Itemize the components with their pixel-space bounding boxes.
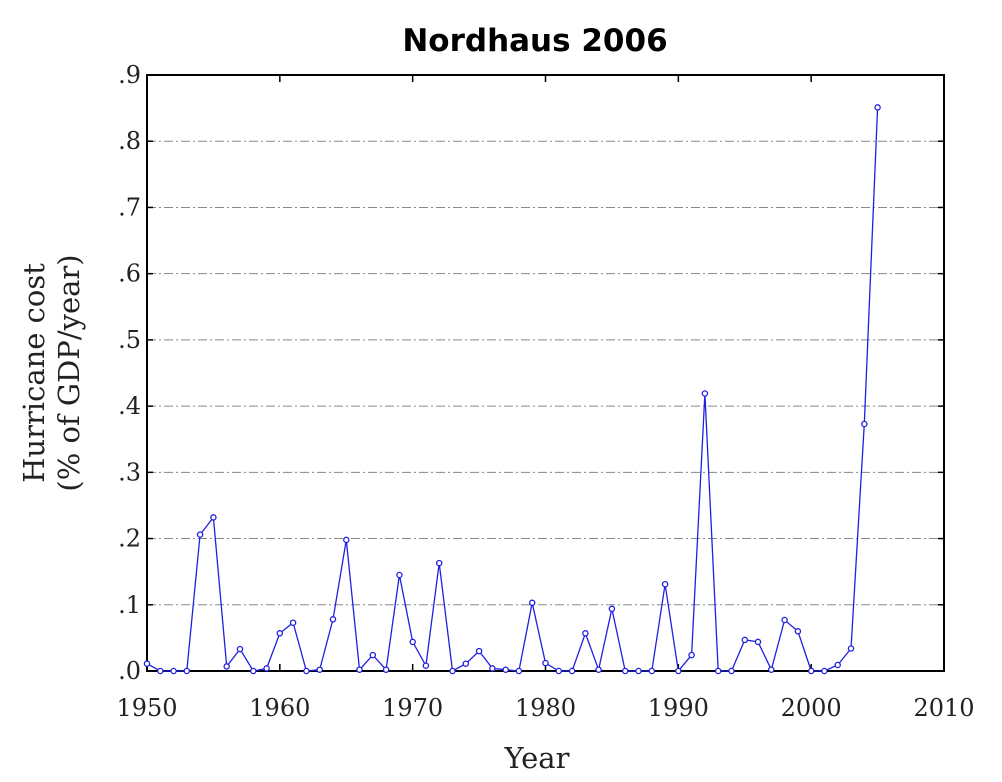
- data-point: [515, 667, 523, 675]
- data-point: [635, 667, 642, 675]
- y-tick-label: .3: [118, 458, 141, 486]
- data-point: [794, 628, 802, 635]
- data-point: [555, 667, 563, 675]
- data-point: [821, 667, 828, 675]
- data-point: [462, 660, 470, 667]
- gridlines: [147, 140, 944, 606]
- data-point: [369, 651, 377, 659]
- y-tick-label: .2: [118, 525, 141, 553]
- x-tick-labels: 1950 1960 1970 1980 1990 2000 2010: [116, 694, 974, 722]
- data-point: [807, 667, 815, 675]
- data-point: [382, 666, 390, 673]
- y-axis-label-line-1: Hurricane cost: [17, 263, 51, 483]
- data-point: [528, 599, 536, 607]
- x-tick-label: 2000: [781, 694, 842, 722]
- y-tick-label: .4: [118, 392, 141, 420]
- x-axis-label: Year: [504, 741, 570, 775]
- series-line: [146, 107, 879, 673]
- data-point: [781, 616, 788, 624]
- data-point: [489, 665, 496, 672]
- data-point: [728, 667, 735, 675]
- data-point: [661, 580, 669, 588]
- x-tick-label: 1950: [116, 694, 177, 722]
- data-point: [236, 645, 244, 653]
- data-point: [183, 667, 191, 675]
- data-point: [250, 667, 257, 675]
- data-point: [409, 638, 416, 646]
- data-point: [303, 667, 310, 675]
- data-point: [356, 666, 363, 673]
- y-axis-label: Hurricane cost (% of GDP/year): [17, 254, 86, 491]
- y-tick-label: .8: [118, 127, 141, 155]
- data-point: [847, 645, 855, 652]
- data-point: [435, 559, 443, 567]
- data-point: [329, 616, 337, 623]
- data-point: [768, 666, 775, 673]
- data-point: [143, 660, 151, 667]
- data-point: [714, 667, 722, 675]
- data-point: [223, 663, 230, 670]
- data-point: [688, 651, 695, 659]
- y-axis-label-line-2: (% of GDP/year): [52, 254, 86, 491]
- data-point: [874, 104, 881, 111]
- plot-frame: [146, 74, 945, 672]
- y-tick-label: .1: [118, 591, 141, 619]
- data-point: [316, 666, 323, 673]
- axis-ticks: [146, 74, 945, 672]
- y-tick-label: .6: [118, 260, 141, 288]
- data-point: [196, 531, 204, 538]
- data-point: [210, 514, 217, 521]
- x-tick-label: 1990: [648, 694, 709, 722]
- y-tick-labels: .0 .1 .2 .3 .4 .5 .6 .7 .8 .9: [118, 61, 141, 685]
- x-tick-label: 1980: [515, 694, 576, 722]
- data-point: [701, 390, 709, 397]
- data-point: [157, 667, 164, 675]
- data-point: [648, 667, 656, 675]
- data-point: [276, 630, 284, 637]
- data-point: [608, 605, 616, 613]
- data-point: [449, 667, 456, 675]
- data-point: [475, 647, 483, 655]
- data-point: [289, 619, 297, 626]
- chart-title: Nordhaus 2006: [402, 23, 667, 59]
- data-point: [582, 630, 589, 637]
- data-point: [675, 667, 682, 675]
- x-tick-label: 2010: [913, 694, 974, 722]
- data-point: [595, 666, 602, 673]
- data-point: [263, 665, 270, 672]
- y-tick-label: .0: [118, 657, 141, 685]
- data-point: [343, 536, 350, 544]
- data-point: [542, 659, 549, 667]
- data-point: [741, 636, 749, 644]
- data-point: [502, 666, 509, 673]
- data-point: [396, 571, 403, 579]
- series-markers: [143, 104, 881, 675]
- data-point: [861, 420, 868, 428]
- x-tick-label: 1970: [382, 694, 443, 722]
- x-tick-label: 1960: [249, 694, 310, 722]
- data-point: [754, 638, 762, 646]
- data-point: [170, 667, 177, 675]
- data-point: [834, 661, 841, 669]
- data-point: [568, 667, 576, 675]
- y-tick-label: .5: [118, 326, 141, 354]
- y-tick-label: .7: [118, 193, 141, 221]
- y-tick-label: .9: [118, 61, 141, 89]
- data-point: [621, 667, 629, 675]
- data-point: [422, 662, 430, 669]
